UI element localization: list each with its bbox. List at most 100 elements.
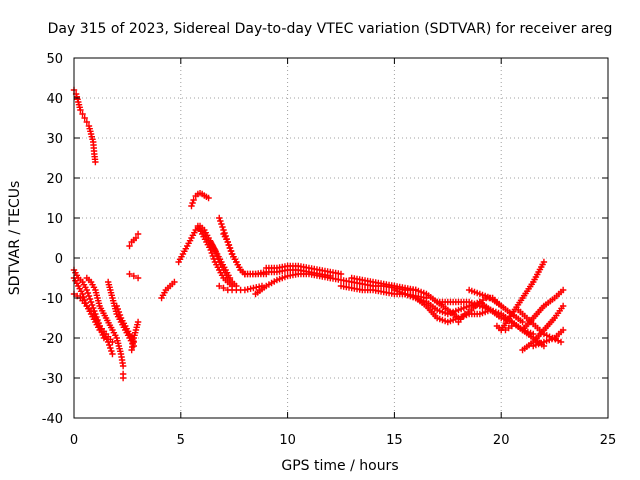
data-point-marker [540,330,548,338]
x-tick-label: 25 [600,433,617,448]
data-point-marker [107,344,114,352]
data-point-marker [205,194,212,202]
series-track-19h-21h-a [465,286,526,326]
data-point-marker [83,118,91,126]
data-point-marker [114,305,121,313]
data-point-marker [540,258,548,266]
data-point-marker [119,362,127,370]
data-point-marker [543,332,550,339]
x-tick-label: 10 [279,433,296,448]
data-point-marker [530,330,537,338]
series-track-20h-dip [493,322,516,334]
data-point-marker [106,341,113,349]
data-point-marker [213,252,221,260]
y-tick-label: 20 [46,172,63,187]
series-track-early-high [70,86,99,166]
data-point-marker [212,249,220,257]
data-point-marker [108,347,115,355]
data-point-marker [225,241,233,249]
series-track-9h [263,262,345,278]
data-point-marker [132,234,140,242]
data-point-marker [77,106,84,114]
data-point-marker [99,331,107,339]
data-point-marker [83,286,91,294]
data-point-marker [189,199,196,207]
data-point-marker [219,223,226,231]
data-point-marker [113,302,120,310]
data-point-marker [171,278,178,286]
data-point-marker [130,272,138,280]
y-tick-label: -10 [42,292,63,307]
data-point-marker [134,230,142,238]
data-point-marker [116,311,124,319]
series-track-3h-b [126,270,142,282]
series-track-12h-15h-c [348,274,419,294]
data-point-marker [88,301,96,309]
y-tick-label: -30 [42,372,63,387]
data-point-marker [519,318,526,326]
grid-lines [74,58,608,418]
y-tick-label: 50 [46,52,63,67]
y-tick-label: -20 [42,332,63,347]
data-point-marker [559,326,567,334]
data-point-marker [84,289,92,297]
data-point-marker [216,282,223,290]
data-point-marker [546,333,553,340]
series-track-2h-c [119,370,127,382]
data-point-marker [126,242,133,250]
data-point-marker [134,318,142,326]
data-point-marker [81,114,88,122]
series-track-16h [412,286,462,322]
data-point-marker [216,214,223,222]
data-point-marker [109,338,116,346]
data-point-marker [217,217,224,225]
y-tick-label: 0 [55,252,63,267]
x-tick-label: 0 [70,433,78,448]
series-track-7h-floor [216,282,266,294]
data-point-marker [79,110,86,118]
data-point-marker [100,334,108,342]
data-point-marker [80,293,87,301]
x-axis-label: GPS time / hours [281,458,398,474]
data-point-marker [79,290,86,298]
data-point-marker [337,270,345,278]
data-point-marker [227,247,235,255]
chart-title: Day 315 of 2023, Sidereal Day-to-day VTE… [48,21,613,37]
series-track-7h-b [220,230,249,278]
data-point-marker [508,322,516,330]
data-point-marker [559,302,567,310]
data-point-marker [549,334,556,342]
x-tick-label: 5 [177,433,185,448]
data-point-marker [554,337,562,344]
data-point-marker [92,158,99,166]
data-point-marker [85,292,93,300]
axis-ticks: 0 5 10 15 20 25 -40 -30 -20 -10 0 10 20 30 40 50 [42,52,617,448]
data-point-marker [464,308,472,316]
y-tick-label: 10 [46,212,63,227]
x-tick-label: 15 [386,433,403,448]
data-point-marker [126,270,133,278]
series-track-21h-22h-d [515,306,565,346]
data-point-marker [552,336,559,343]
data-point-marker [188,202,195,210]
data-point-marker [505,324,512,332]
data-point-marker [226,244,234,252]
y-tick-label: 30 [46,132,63,147]
series-track-6h-high [188,190,212,210]
data-point-marker [87,298,95,306]
y-tick-label: 40 [46,92,63,107]
data-point-marker [134,274,142,282]
data-point-marker [109,350,116,358]
data-point-marker [218,220,225,228]
series-track-8h-b [252,270,334,298]
data-point-marker [214,255,222,263]
data-point-marker [557,338,565,346]
y-tick-label: -40 [42,412,63,427]
data-point-marker [115,308,123,316]
data-marks [70,86,567,382]
series-track-4h [158,278,178,302]
series-track-21h-22h-a [519,286,567,334]
x-tick-label: 20 [493,433,510,448]
data-point-marker [559,286,567,294]
